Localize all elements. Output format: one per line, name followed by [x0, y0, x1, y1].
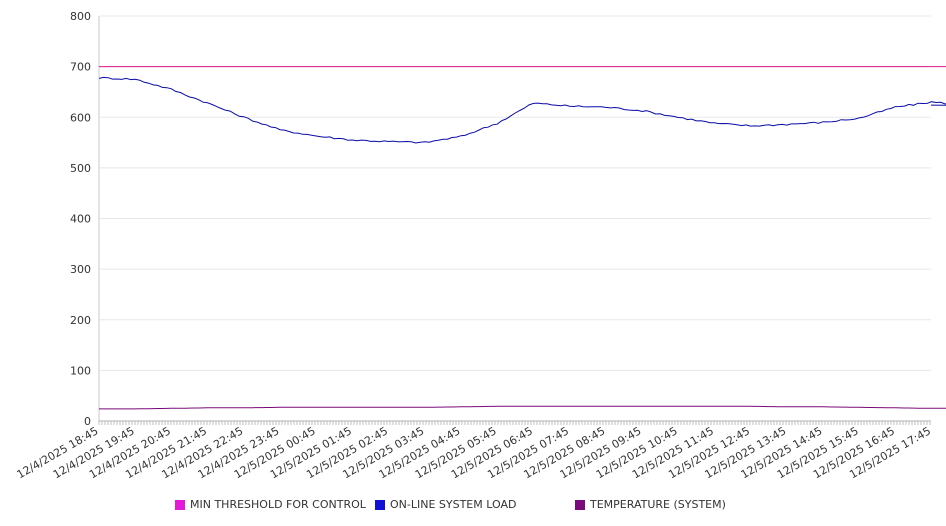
y-tick-label-100: 100 — [70, 364, 91, 377]
gridlines — [99, 15, 931, 371]
y-tick-label-300: 300 — [70, 263, 91, 276]
legend-swatch-temperature — [575, 499, 585, 510]
y-tick-label-500: 500 — [70, 162, 91, 175]
y-tick-label-400: 400 — [70, 213, 91, 226]
axes — [98, 16, 931, 425]
legend-swatch-system-load — [375, 499, 385, 510]
y-tick-label-200: 200 — [70, 314, 91, 327]
legend: MIN THRESHOLD FOR CONTROL ON-LINE SYSTEM… — [0, 498, 946, 514]
legend-item-threshold[interactable]: MIN THRESHOLD FOR CONTROL — [175, 498, 366, 511]
y-tick-label-600: 600 — [70, 111, 91, 124]
series-line-2 — [99, 405, 946, 410]
series-line-1 — [98, 76, 946, 144]
legend-swatch-threshold — [175, 499, 185, 510]
legend-label-system-load: ON-LINE SYSTEM LOAD — [390, 498, 517, 511]
series-lines — [98, 66, 946, 410]
legend-label-temperature: TEMPERATURE (SYSTEM) — [590, 498, 726, 511]
y-tick-label-0: 0 — [84, 415, 91, 428]
legend-item-temperature[interactable]: TEMPERATURE (SYSTEM) — [575, 498, 726, 511]
y-tick-label-800: 800 — [70, 10, 91, 23]
y-tick-label-700: 700 — [70, 61, 91, 74]
legend-label-threshold: MIN THRESHOLD FOR CONTROL — [190, 498, 366, 511]
legend-item-system-load[interactable]: ON-LINE SYSTEM LOAD — [375, 498, 516, 511]
